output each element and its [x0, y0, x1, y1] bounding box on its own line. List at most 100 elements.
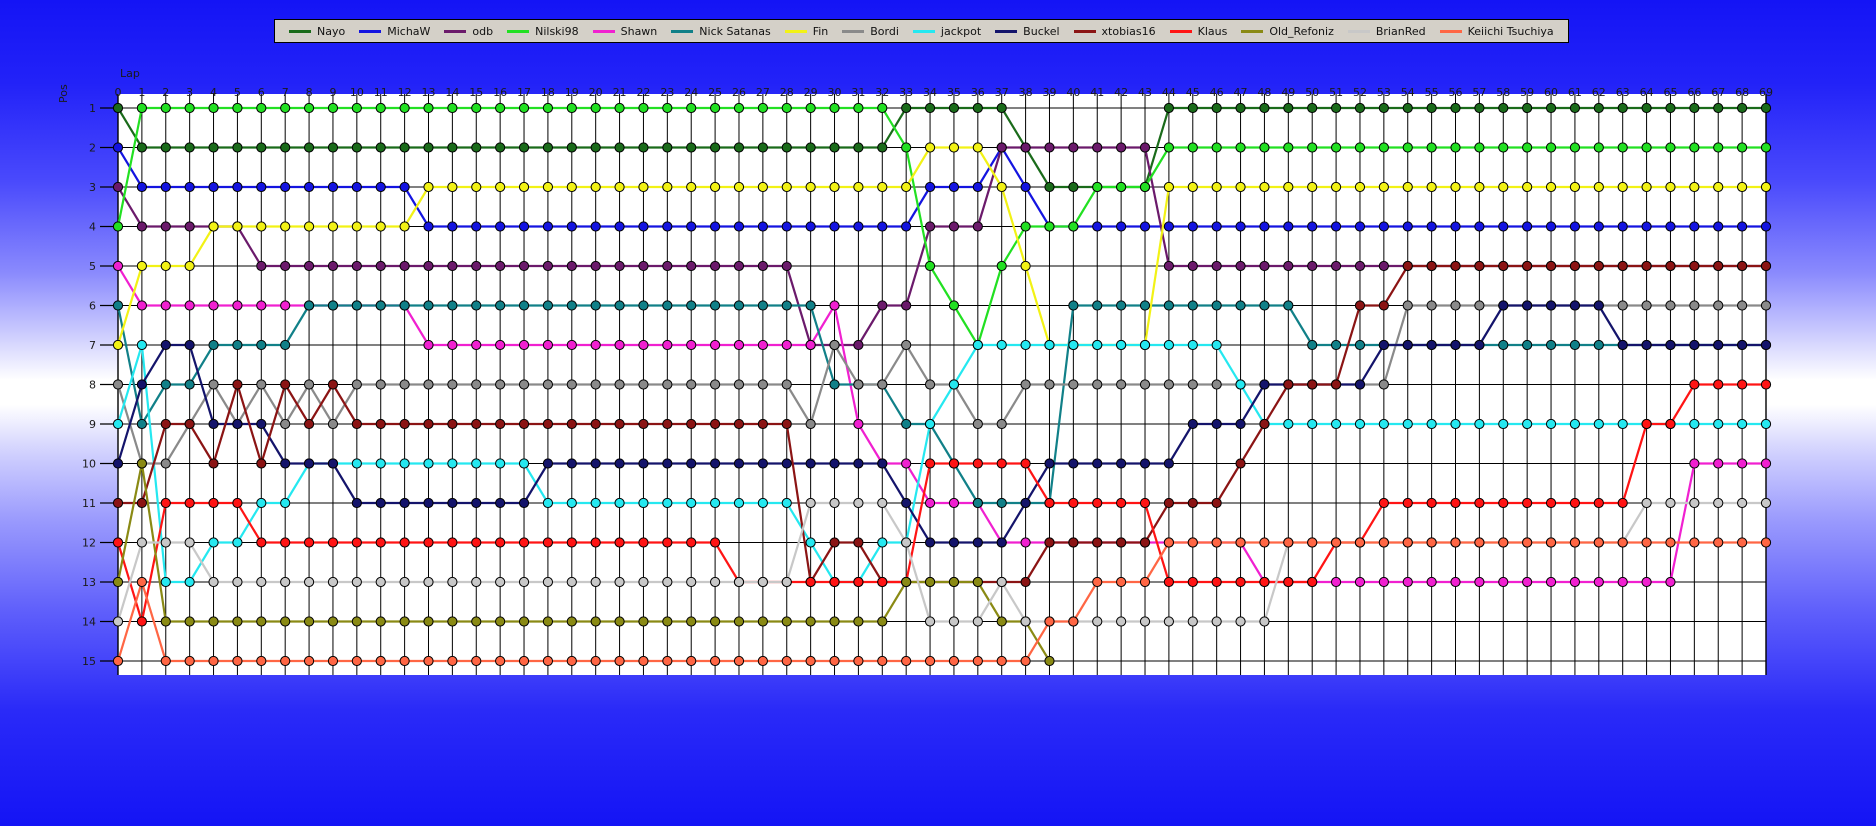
legend-item-nilski98[interactable]: Nilski98 [507, 26, 579, 37]
x-axis-tick-label: 32 [875, 86, 889, 99]
data-point [1163, 181, 1174, 193]
data-point [566, 537, 577, 548]
data-point [924, 418, 936, 430]
data-point [184, 142, 195, 153]
data-point [805, 181, 816, 193]
legend-item-klaus[interactable]: Klaus [1169, 26, 1227, 37]
legend-item-shawn[interactable]: Shawn [592, 24, 658, 38]
data-point [805, 418, 816, 430]
legend-item-jackpot[interactable]: jackpot [912, 26, 981, 37]
data-point [1354, 537, 1366, 548]
data-point [1569, 102, 1581, 114]
data-point [1522, 102, 1533, 114]
data-point [1092, 458, 1103, 469]
data-point [1474, 260, 1485, 272]
data-point [184, 221, 195, 232]
data-point [184, 339, 195, 351]
data-point [1068, 221, 1079, 232]
y-axis-tick-label: 12 [82, 537, 96, 550]
x-axis-tick-label: 21 [613, 86, 627, 99]
data-point [877, 576, 888, 588]
data-point [686, 655, 697, 667]
data-point [924, 181, 936, 193]
x-axis-tick-label: 43 [1138, 86, 1152, 99]
data-point [877, 379, 888, 390]
data-point [160, 616, 171, 627]
data-point [184, 497, 195, 509]
x-axis-tick-label: 62 [1592, 86, 1606, 99]
data-point [972, 181, 983, 193]
legend-item-michaw[interactable]: MichaW [359, 26, 430, 37]
data-point [351, 576, 362, 588]
data-point [423, 181, 434, 193]
data-point [996, 537, 1007, 548]
data-point [1593, 142, 1604, 153]
data-point [399, 458, 410, 469]
data-point [1092, 339, 1103, 351]
x-axis-tick-label: 25 [708, 86, 722, 99]
y-axis-tick-label: 7 [89, 339, 96, 352]
legend-item-keiichi-tsuchiya[interactable]: Keiichi Tsuchiya [1439, 26, 1554, 37]
y-axis-tick-label: 15 [82, 655, 96, 668]
data-point [733, 576, 745, 588]
data-point [614, 616, 625, 627]
data-point [1665, 260, 1676, 272]
data-point [781, 181, 792, 193]
x-axis-tick-label: 15 [469, 86, 483, 99]
data-point [1689, 181, 1700, 193]
data-point [948, 616, 960, 627]
data-point [542, 181, 554, 193]
data-point [1235, 142, 1246, 153]
y-axis-tick-label: 9 [89, 418, 96, 431]
data-point [1378, 181, 1389, 193]
y-axis-tick-label: 4 [89, 221, 96, 234]
data-point [1545, 260, 1557, 272]
data-point [590, 300, 601, 311]
legend-item-label: Shawn [620, 24, 658, 38]
legend-item-odb[interactable]: odb [444, 26, 493, 37]
data-point [423, 379, 434, 390]
data-point [710, 221, 721, 232]
data-point [280, 102, 291, 114]
legend-item-fin[interactable]: Fin [784, 26, 828, 37]
data-point [256, 616, 267, 627]
data-point [1116, 458, 1127, 469]
data-point [160, 221, 171, 232]
data-point [1068, 300, 1079, 311]
data-point [542, 497, 554, 509]
data-point [351, 300, 362, 311]
data-point [924, 497, 936, 509]
data-point [542, 221, 554, 232]
data-point [972, 497, 983, 509]
data-point [757, 300, 768, 311]
data-point [1092, 537, 1103, 548]
data-point [303, 616, 315, 627]
legend-item-xtobias16[interactable]: xtobias16 [1073, 26, 1156, 37]
data-point [1378, 142, 1389, 153]
data-point [590, 221, 601, 232]
legend-item-old-refoniz[interactable]: Old_Refoniz [1241, 26, 1334, 37]
legend-item-buckel[interactable]: Buckel [995, 26, 1060, 37]
data-point [1259, 418, 1270, 430]
legend-item-bordi[interactable]: Bordi [842, 26, 899, 37]
legend-item-brianred[interactable]: BrianRed [1347, 26, 1426, 37]
data-point [399, 537, 410, 548]
data-point [1020, 655, 1031, 667]
legend-item-label: Old_Refoniz [1269, 24, 1334, 38]
legend-item-nick-satanas[interactable]: Nick Satanas [671, 26, 771, 37]
data-point [614, 142, 625, 153]
data-point [1713, 102, 1724, 114]
data-point [375, 102, 386, 114]
data-point [1044, 181, 1055, 193]
data-point [1450, 537, 1461, 548]
x-axis-tick-label: 38 [1019, 86, 1033, 99]
data-point [1450, 300, 1461, 311]
data-point [423, 497, 434, 509]
legend-item-nayo[interactable]: Nayo [289, 26, 345, 37]
data-point [136, 379, 147, 390]
data-point [280, 497, 291, 509]
x-axis-tick-label: 7 [282, 86, 289, 99]
data-point [1760, 339, 1772, 351]
data-point [662, 300, 673, 311]
data-point [1354, 379, 1366, 390]
